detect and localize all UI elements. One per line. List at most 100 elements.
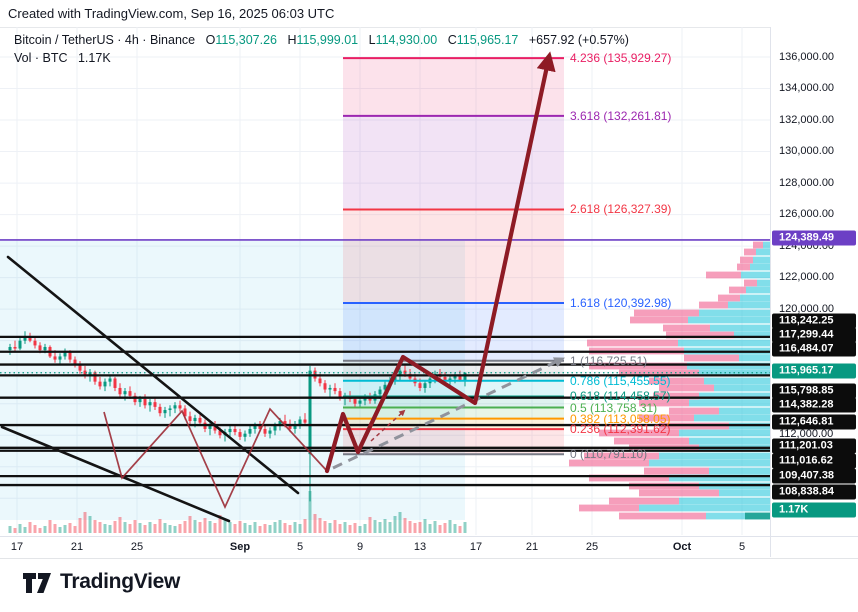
candle-body (8, 346, 12, 351)
candle-body (63, 351, 67, 357)
tradingview-logo[interactable]: TradingView (22, 569, 180, 595)
volume-bar (223, 519, 227, 533)
price-badge: 118,242.25 (772, 313, 856, 329)
volume-bar (463, 522, 467, 533)
profile-sell-bar (619, 369, 699, 377)
profile-buy-bar (709, 467, 770, 475)
candle-body (263, 428, 267, 434)
candle-body (453, 375, 457, 379)
candle-body (173, 405, 177, 409)
volume-bar (133, 520, 137, 533)
volume-bar (378, 522, 382, 533)
volume-bar (153, 524, 157, 533)
profile-buy-bar (679, 429, 770, 437)
price-alert-lines[interactable] (0, 239, 770, 374)
fib-band (343, 396, 564, 408)
time-axis[interactable]: 17 21 25 Sep 5 9 13 17 21 25 Oct 5 (0, 536, 858, 559)
profile-buy-bar (728, 301, 770, 309)
profile-sell-bar (614, 437, 689, 445)
candle-body (283, 421, 287, 425)
profile-buy-bar (710, 324, 770, 332)
price-badge: 117,299.44 (772, 327, 856, 343)
profile-buy-bar (739, 354, 770, 362)
volume-bar (403, 518, 407, 533)
volume-bar (113, 521, 117, 533)
volume-label[interactable]: Vol · BTC (14, 51, 68, 65)
volume-bar (98, 522, 102, 533)
price-axis[interactable]: 136,000.00 134,000.00 132,000.00 130,000.00… (771, 27, 858, 535)
profile-sell-bar (663, 324, 710, 332)
profile-buy-bar (694, 414, 770, 422)
candle-body (443, 376, 447, 382)
volume-bar (188, 516, 192, 533)
fib-level-label: 0.5 (113,758.31) (570, 400, 658, 415)
fib-level-label: 4.236 (135,929.27) (570, 51, 672, 66)
volume-bar (393, 516, 397, 533)
profile-sell-bar (718, 294, 740, 302)
profile-sell-bar (609, 497, 679, 505)
time-tick-label: 21 (525, 541, 539, 553)
candle-body (118, 387, 122, 395)
candle-body (13, 346, 17, 349)
profile-buy-bar (699, 309, 770, 317)
price-badge: 115,965.17 (772, 363, 856, 379)
candle-body (103, 381, 107, 387)
candle-body (383, 384, 387, 390)
price-badge: 114,382.28 (772, 397, 856, 413)
profile-sell-bar (644, 467, 709, 475)
fib-band (343, 418, 564, 430)
profile-sell-bar (737, 263, 750, 271)
fib-level-label: 1 (116,725.51) (570, 353, 648, 368)
volume-bar (118, 517, 122, 533)
volume-bar (63, 525, 67, 533)
footer: TradingView (0, 558, 858, 612)
time-tick-label: 17 (469, 541, 483, 553)
volume-bar (283, 523, 287, 533)
volume-bar (398, 512, 402, 533)
profile-sell-bar (666, 331, 734, 339)
profile-buy-bar (688, 316, 770, 324)
candle-body (113, 378, 117, 388)
volume-bar (303, 519, 307, 533)
volume-bar (53, 524, 57, 533)
profile-sell-bar (744, 248, 756, 256)
candle-body (18, 340, 22, 349)
fib-level-label: 2.618 (126,327.39) (570, 202, 672, 217)
candle-body (33, 340, 37, 346)
volume-bar (43, 526, 47, 533)
symbol-title[interactable]: Bitcoin / TetherUS · 4h · Binance (14, 33, 196, 47)
profile-buy-bar (740, 294, 770, 302)
profile-buy-bar (679, 497, 770, 505)
price-badge: 112,646.81 (772, 414, 856, 430)
volume-bar (348, 525, 352, 533)
price-label: 130,000.00 (779, 145, 835, 157)
candle-body (138, 398, 142, 403)
price-label: 132,000.00 (779, 114, 835, 126)
volume-bar (178, 524, 182, 533)
profile-sell-bar (639, 399, 689, 407)
fib-level-lines[interactable] (343, 57, 564, 456)
profile-sell-bar (639, 414, 694, 422)
time-tick-label: 17 (10, 541, 24, 553)
legend-volume-row: Vol · BTC 1.17K (14, 51, 629, 65)
profile-buy-bar (719, 489, 770, 497)
price-label: 122,000.00 (779, 271, 835, 283)
profile-buy-bar (669, 474, 770, 482)
candle-body (28, 335, 32, 341)
volume-bar (88, 516, 92, 533)
time-tick-label: 25 (130, 541, 144, 553)
user-drawings[interactable] (0, 51, 565, 523)
support-resistance-lines[interactable] (0, 335, 770, 487)
fib-level-label: 0.236 (112,391.62) (570, 422, 671, 437)
fib-band (343, 115, 564, 210)
price-badge: 109,407.38 (772, 468, 856, 484)
candle-body (303, 419, 307, 423)
profile-buy-bar (746, 286, 770, 294)
time-tick-label: Oct (672, 541, 692, 553)
candle-body (153, 402, 157, 407)
fib-level-label: 0.382 (113,058.05) (570, 411, 671, 426)
volume-bar (363, 524, 367, 533)
profile-buy-bar (649, 459, 770, 467)
time-tick-label: 5 (738, 541, 746, 553)
